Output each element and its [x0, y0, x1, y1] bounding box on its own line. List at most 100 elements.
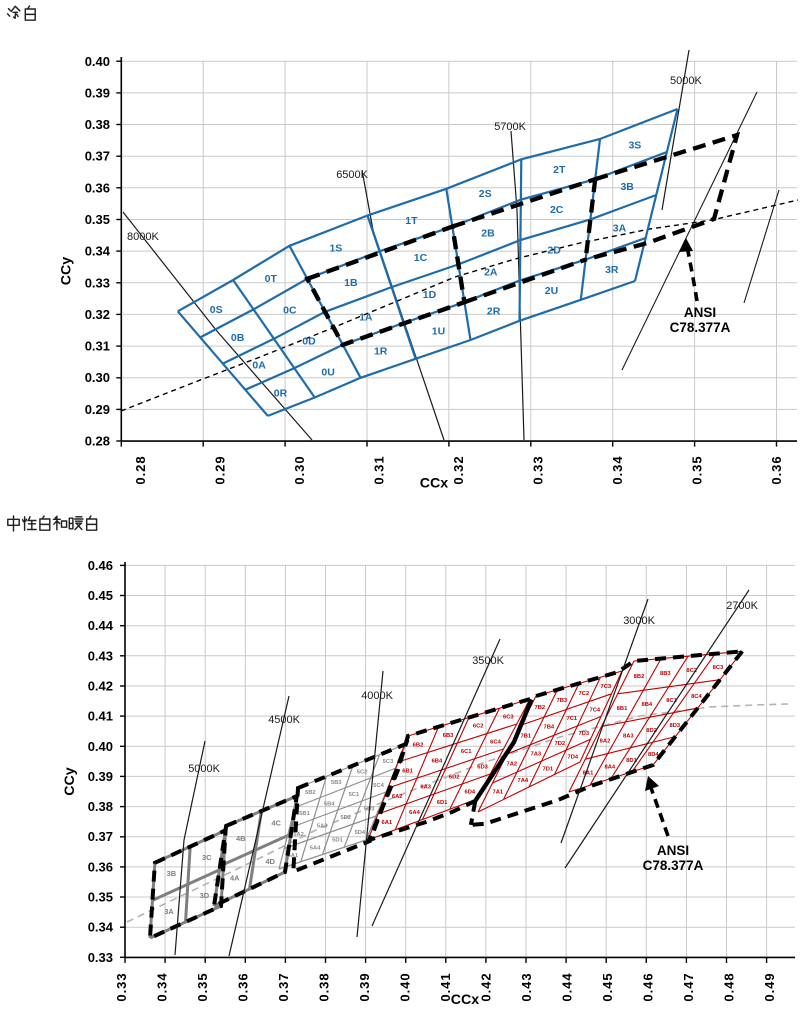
svg-text:7A4: 7A4 — [517, 778, 528, 784]
svg-text:7D1: 7D1 — [542, 766, 553, 772]
svg-text:0.28: 0.28 — [85, 434, 110, 449]
svg-text:3C: 3C — [202, 853, 212, 862]
svg-text:8D4: 8D4 — [648, 752, 659, 758]
svg-text:6A2: 6A2 — [392, 794, 403, 800]
svg-text:4A: 4A — [230, 873, 240, 882]
svg-text:ANSI: ANSI — [657, 843, 689, 858]
svg-text:6D1: 6D1 — [437, 800, 448, 806]
svg-text:0.39: 0.39 — [88, 769, 113, 784]
svg-text:7D3: 7D3 — [578, 731, 589, 737]
svg-text:0.35: 0.35 — [85, 212, 110, 227]
svg-text:1R: 1R — [374, 346, 388, 358]
svg-text:8B2: 8B2 — [634, 674, 645, 680]
svg-text:6C2: 6C2 — [473, 724, 484, 730]
svg-text:0.33: 0.33 — [114, 972, 129, 1001]
svg-text:8C2: 8C2 — [686, 668, 697, 674]
svg-text:5C3: 5C3 — [383, 759, 394, 765]
svg-text:0.32: 0.32 — [85, 307, 110, 322]
svg-text:0.34: 0.34 — [155, 972, 170, 1001]
svg-text:6D3: 6D3 — [477, 765, 488, 771]
svg-text:5B1: 5B1 — [299, 811, 310, 817]
svg-text:2B: 2B — [481, 227, 495, 239]
svg-text:1S: 1S — [329, 243, 342, 255]
svg-text:2D: 2D — [547, 245, 561, 257]
svg-text:5B3: 5B3 — [331, 780, 342, 786]
svg-text:3B: 3B — [167, 869, 177, 878]
svg-text:1U: 1U — [432, 326, 445, 338]
svg-text:5C1: 5C1 — [349, 792, 360, 798]
svg-text:0.40: 0.40 — [398, 972, 413, 1001]
svg-text:8D3: 8D3 — [669, 723, 680, 729]
svg-text:0.46: 0.46 — [641, 972, 656, 1001]
svg-text:4000K: 4000K — [361, 690, 393, 702]
svg-text:5A3: 5A3 — [317, 824, 328, 830]
svg-text:0.46: 0.46 — [88, 558, 113, 573]
svg-text:8B1: 8B1 — [617, 706, 628, 712]
svg-text:8C4: 8C4 — [691, 694, 702, 700]
svg-text:6C4: 6C4 — [490, 739, 501, 745]
svg-text:0.47: 0.47 — [681, 972, 696, 1001]
svg-text:2700K: 2700K — [726, 600, 758, 612]
svg-text:7D2: 7D2 — [554, 741, 565, 747]
svg-text:6B4: 6B4 — [432, 759, 443, 765]
svg-text:0.28: 0.28 — [133, 455, 148, 484]
svg-text:0D: 0D — [302, 336, 316, 348]
svg-text:1C: 1C — [414, 252, 428, 264]
svg-text:0.45: 0.45 — [600, 972, 615, 1001]
svg-text:0.43: 0.43 — [519, 972, 534, 1001]
svg-text:3R: 3R — [605, 264, 619, 276]
svg-text:0A: 0A — [252, 360, 266, 372]
svg-text:8A4: 8A4 — [604, 764, 615, 770]
svg-text:0.42: 0.42 — [88, 679, 113, 694]
svg-text:4D: 4D — [265, 857, 275, 866]
svg-text:8B4: 8B4 — [641, 702, 652, 708]
svg-text:0.48: 0.48 — [722, 972, 737, 1001]
svg-text:0.36: 0.36 — [88, 859, 113, 874]
svg-text:2T: 2T — [553, 164, 566, 176]
svg-text:0.31: 0.31 — [85, 339, 110, 354]
svg-text:0.41: 0.41 — [438, 972, 453, 1001]
svg-text:6A4: 6A4 — [409, 810, 420, 816]
svg-text:7C3: 7C3 — [600, 684, 611, 690]
svg-text:0.33: 0.33 — [88, 950, 113, 965]
svg-text:0.43: 0.43 — [88, 648, 113, 663]
svg-text:8D2: 8D2 — [646, 728, 657, 734]
svg-text:8B3: 8B3 — [660, 671, 671, 677]
svg-text:0.35: 0.35 — [690, 455, 705, 484]
svg-text:5000K: 5000K — [188, 763, 220, 775]
svg-text:2U: 2U — [545, 285, 558, 297]
svg-text:5C4: 5C4 — [373, 783, 384, 789]
svg-text:6A1: 6A1 — [381, 820, 392, 826]
svg-text:0.30: 0.30 — [85, 370, 110, 385]
svg-text:CCy: CCy — [62, 767, 78, 795]
svg-text:8C1: 8C1 — [666, 698, 677, 704]
svg-text:1T: 1T — [405, 215, 418, 227]
svg-text:6B2: 6B2 — [413, 742, 424, 748]
svg-text:0.37: 0.37 — [88, 829, 113, 844]
svg-text:2S: 2S — [479, 188, 492, 200]
svg-text:4B: 4B — [236, 834, 246, 843]
svg-text:5D4: 5D4 — [354, 830, 365, 836]
svg-text:0.36: 0.36 — [85, 180, 110, 195]
svg-text:1B: 1B — [344, 277, 358, 289]
svg-text:0.36: 0.36 — [769, 455, 784, 484]
svg-text:7C1: 7C1 — [566, 716, 577, 722]
svg-text:6C3: 6C3 — [503, 714, 514, 720]
svg-text:0T: 0T — [265, 273, 278, 285]
svg-text:0.38: 0.38 — [85, 117, 110, 132]
svg-text:ANSI: ANSI — [684, 305, 716, 320]
svg-text:0.40: 0.40 — [88, 739, 113, 754]
svg-text:3500K: 3500K — [472, 655, 504, 667]
svg-text:5B2: 5B2 — [305, 790, 316, 796]
svg-text:1A: 1A — [359, 311, 373, 323]
svg-text:0.35: 0.35 — [88, 890, 113, 905]
svg-text:3A: 3A — [613, 223, 627, 235]
svg-text:0.30: 0.30 — [292, 455, 307, 484]
svg-text:0.29: 0.29 — [85, 402, 110, 417]
svg-text:5D2: 5D2 — [340, 815, 351, 821]
svg-text:8C3: 8C3 — [713, 665, 724, 671]
svg-text:3S: 3S — [628, 139, 641, 151]
svg-text:2R: 2R — [487, 306, 501, 318]
svg-text:0S: 0S — [210, 304, 223, 316]
svg-text:2A: 2A — [484, 266, 498, 278]
